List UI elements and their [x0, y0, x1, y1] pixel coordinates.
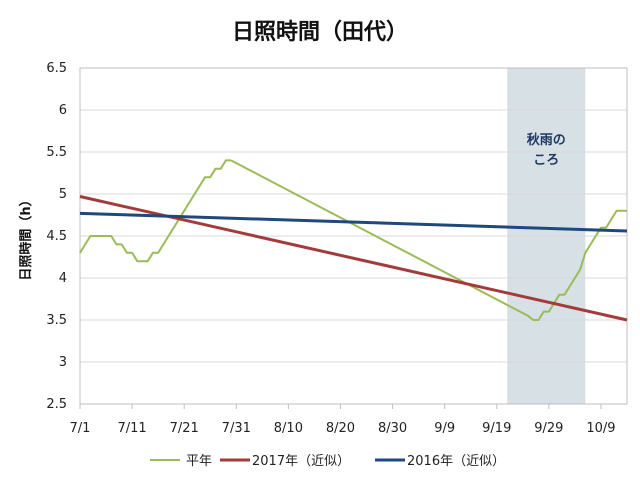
x-tick-label: 9/29 — [534, 421, 563, 436]
x-tick-label: 7/21 — [170, 421, 199, 436]
y-tick-label: 4 — [59, 271, 67, 286]
series-line-normal-part-2 — [230, 159, 627, 321]
y-tick-label: 2.5 — [46, 397, 67, 412]
y-tick-label: 4.5 — [46, 229, 67, 244]
x-tick-label: 9/9 — [434, 421, 455, 436]
legend: 平年 2017年（近似） 2016年（近似） — [150, 454, 505, 469]
x-tick-label: 8/20 — [326, 421, 355, 436]
shaded-region-label-line-1: 秋雨の — [527, 132, 566, 148]
y-tick-label: 3.5 — [46, 313, 67, 328]
y-tick-label: 3 — [59, 355, 67, 370]
x-tick-label: 9/19 — [482, 421, 511, 436]
shaded-region-label-line-2: ころ — [533, 153, 559, 168]
legend-label: 2016年（近似） — [407, 454, 505, 469]
x-tick-label: 10/9 — [586, 421, 615, 436]
series-line-2016-approx — [79, 211, 628, 233]
series-lines — [79, 159, 628, 322]
x-tick-label: 7/31 — [222, 421, 251, 436]
x-tick-label: 8/10 — [274, 421, 303, 436]
x-axis-ticks: 7/1 7/11 7/21 7/31 8/10 8/20 8/30 9/9 9/19 9/29 10… — [70, 404, 616, 436]
y-tick-label: 5 — [59, 187, 67, 202]
series-line-normal-part-1 — [79, 159, 232, 263]
y-tick-label: 5.5 — [46, 145, 67, 160]
plot-area — [79, 67, 628, 405]
y-tick-label: 6 — [59, 103, 67, 118]
x-tick-label: 8/30 — [378, 421, 407, 436]
y-axis-ticks: 2.5 3 3.5 4 4.5 5 5.5 6 6.5 — [46, 61, 67, 412]
x-tick-label: 7/1 — [70, 421, 91, 436]
legend-label: 平年 — [186, 454, 212, 469]
x-tick-label: 7/11 — [117, 421, 146, 436]
legend-label: 2017年（近似） — [252, 454, 350, 469]
y-axis-title: 日照時間（h） — [18, 193, 34, 280]
y-tick-label: 6.5 — [46, 61, 67, 76]
chart-title: 日照時間（田代） — [232, 20, 408, 45]
